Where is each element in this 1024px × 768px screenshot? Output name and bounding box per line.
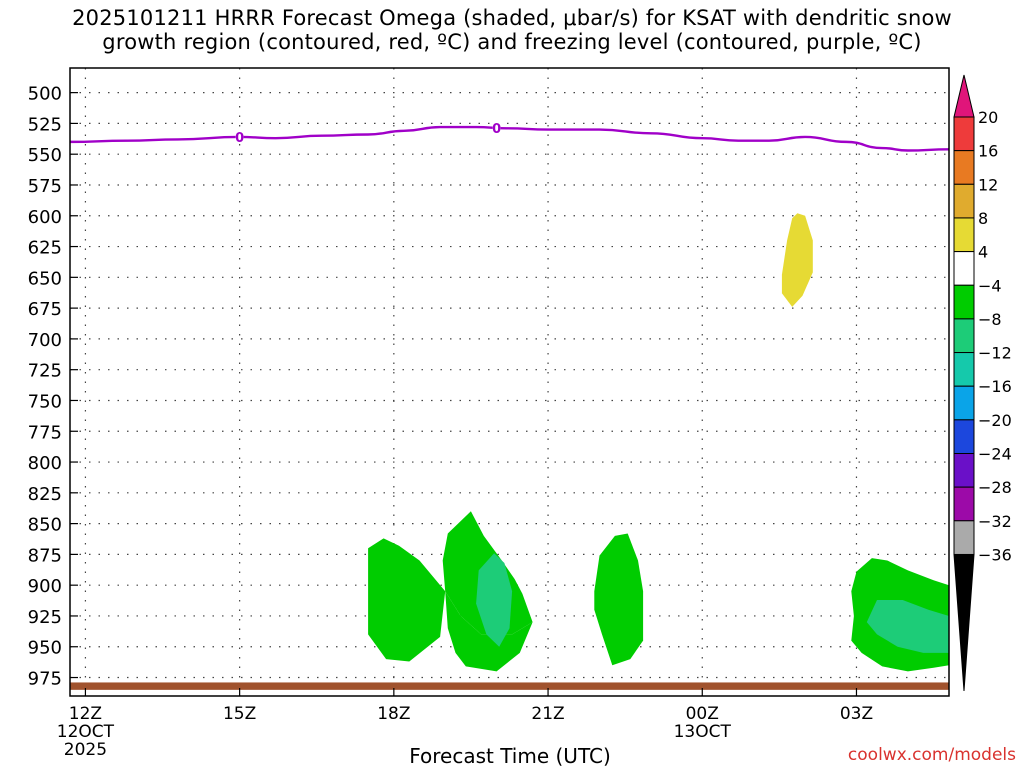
credit-text: coolwx.com/models [847,745,1016,765]
colorbar-label-11: −28 [978,478,1012,497]
freezing-level-label-1: 0 [492,122,501,137]
xtick-label-13OCT: 13OCT [674,722,732,742]
colorbar-label-9: −20 [978,411,1012,430]
ytick-label-875: 875 [28,545,62,566]
colorbar-swatch-3 [953,217,975,253]
surface-ground [70,682,949,690]
chart-title: 2025101211 HRRR Forecast Omega (shaded, … [0,6,1024,54]
omega-m4-to-m8-b [445,591,533,672]
xtick-label-03Z: 03Z [840,704,873,724]
xtick-label-00Z: 00Z [686,704,719,724]
ytick-label-975: 975 [28,669,62,690]
title-line-2: growth region (contoured, red, ºC) and f… [102,30,922,54]
omega-shading [368,213,949,672]
ytick-label-900: 900 [28,576,62,597]
omega-m8-to-m12-a [476,553,513,647]
y-axis: 500 525 550 575 600 625 650 675 700 725 750 775 800 8… [28,84,78,690]
colorbar-label-7: −12 [978,344,1012,363]
colorbar-label-1: 16 [978,142,998,161]
colorbar-label-4: 4 [978,243,988,262]
omega-m8-to-m12-b [866,600,949,653]
omega-4-to-8-a [781,213,813,307]
colorbar-swatch-5 [953,284,975,320]
xtick-label-2025: 2025 [64,740,107,760]
xtick-label-12OCT: 12OCT [57,722,115,742]
colorbar-swatch-2 [953,183,975,219]
freezing-level-line [70,125,949,152]
ytick-label-750: 750 [28,391,62,412]
xtick-label-12Z: 12Z [69,704,102,724]
colorbar-swatch-12 [953,520,975,555]
ytick-label-575: 575 [28,176,62,197]
ytick-label-675: 675 [28,299,62,320]
title-line-1: 2025101211 HRRR Forecast Omega (shaded, … [72,6,952,30]
colorbar-swatch-8 [953,385,975,421]
colorbar-top-arrow [953,74,975,118]
x-axis-label: Forecast Time (UTC) [409,744,611,768]
colorbar-swatch-7 [953,352,975,387]
ytick-label-925: 925 [28,607,62,628]
ytick-label-850: 850 [28,515,62,536]
ytick-label-650: 650 [28,268,62,289]
colorbar-label-8: −16 [978,377,1012,396]
colorbar-label-5: −4 [978,276,1002,295]
xtick-label-15Z: 15Z [223,704,256,724]
colorbar-label-2: 12 [978,175,998,194]
surface-band [70,682,949,690]
ytick-label-550: 550 [28,145,62,166]
ytick-label-625: 625 [28,238,62,259]
ytick-label-725: 725 [28,361,62,382]
colorbar-label-10: −24 [978,445,1012,464]
freezing-label-bg-1 [492,121,501,134]
colorbar-swatch-4 [953,251,975,286]
ytick-label-500: 500 [28,84,62,105]
ytick-label-950: 950 [28,638,62,659]
plot-frame [69,67,950,697]
xtick-label-18Z: 18Z [377,704,410,724]
colorbar-label-3: 8 [978,209,988,228]
freezing-label-bg-0 [235,130,244,143]
colorbar: 20 16 12 8 4 −4 −8 −12 −16 −20 −24 −28 −32 −36 [953,74,1012,692]
ytick-label-775: 775 [28,422,62,443]
ytick-label-800: 800 [28,453,62,474]
omega-m4-to-m8-c [594,533,644,666]
colorbar-swatch-11 [953,486,975,522]
freezing-level-label-0: 0 [235,131,244,146]
colorbar-swatch-6 [953,318,975,354]
colorbar-swatch-10 [953,453,975,488]
colorbar-label-6: −8 [978,310,1002,329]
colorbar-label-0: 20 [978,108,998,127]
ytick-label-825: 825 [28,484,62,505]
ytick-label-700: 700 [28,330,62,351]
colorbar-bottom-arrow [953,553,975,692]
colorbar-swatch-9 [953,419,975,455]
ytick-label-525: 525 [28,114,62,135]
xtick-label-21Z: 21Z [531,704,564,724]
ytick-label-600: 600 [28,207,62,228]
colorbar-swatch-0 [953,116,975,152]
colorbar-swatch-1 [953,150,975,185]
colorbar-label-13: −36 [978,545,1012,564]
freezing-level-contour: 00 [70,121,949,152]
colorbar-label-12: −32 [978,512,1012,531]
